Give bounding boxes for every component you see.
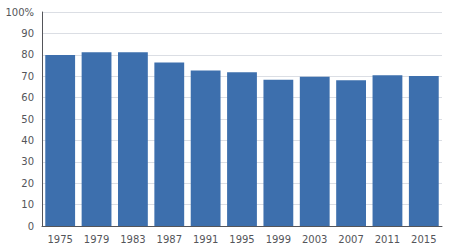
svg-text:1983: 1983 bbox=[120, 234, 145, 245]
svg-text:0: 0 bbox=[28, 221, 34, 232]
svg-text:2007: 2007 bbox=[338, 234, 363, 245]
svg-text:1979: 1979 bbox=[84, 234, 109, 245]
svg-text:1999: 1999 bbox=[266, 234, 291, 245]
svg-text:1995: 1995 bbox=[229, 234, 254, 245]
svg-text:90: 90 bbox=[21, 28, 34, 39]
svg-text:30: 30 bbox=[21, 156, 34, 167]
svg-text:100%: 100% bbox=[5, 7, 34, 18]
svg-text:60: 60 bbox=[21, 92, 34, 103]
svg-text:70: 70 bbox=[21, 71, 34, 82]
svg-text:50: 50 bbox=[21, 114, 34, 125]
svg-text:80: 80 bbox=[21, 49, 34, 60]
svg-text:10: 10 bbox=[21, 199, 34, 210]
svg-text:2011: 2011 bbox=[375, 234, 400, 245]
svg-text:1991: 1991 bbox=[193, 234, 218, 245]
svg-text:1987: 1987 bbox=[157, 234, 182, 245]
svg-text:2003: 2003 bbox=[302, 234, 327, 245]
svg-text:1975: 1975 bbox=[47, 234, 72, 245]
svg-text:2015: 2015 bbox=[411, 234, 436, 245]
svg-text:20: 20 bbox=[21, 178, 34, 189]
svg-text:40: 40 bbox=[21, 135, 34, 146]
